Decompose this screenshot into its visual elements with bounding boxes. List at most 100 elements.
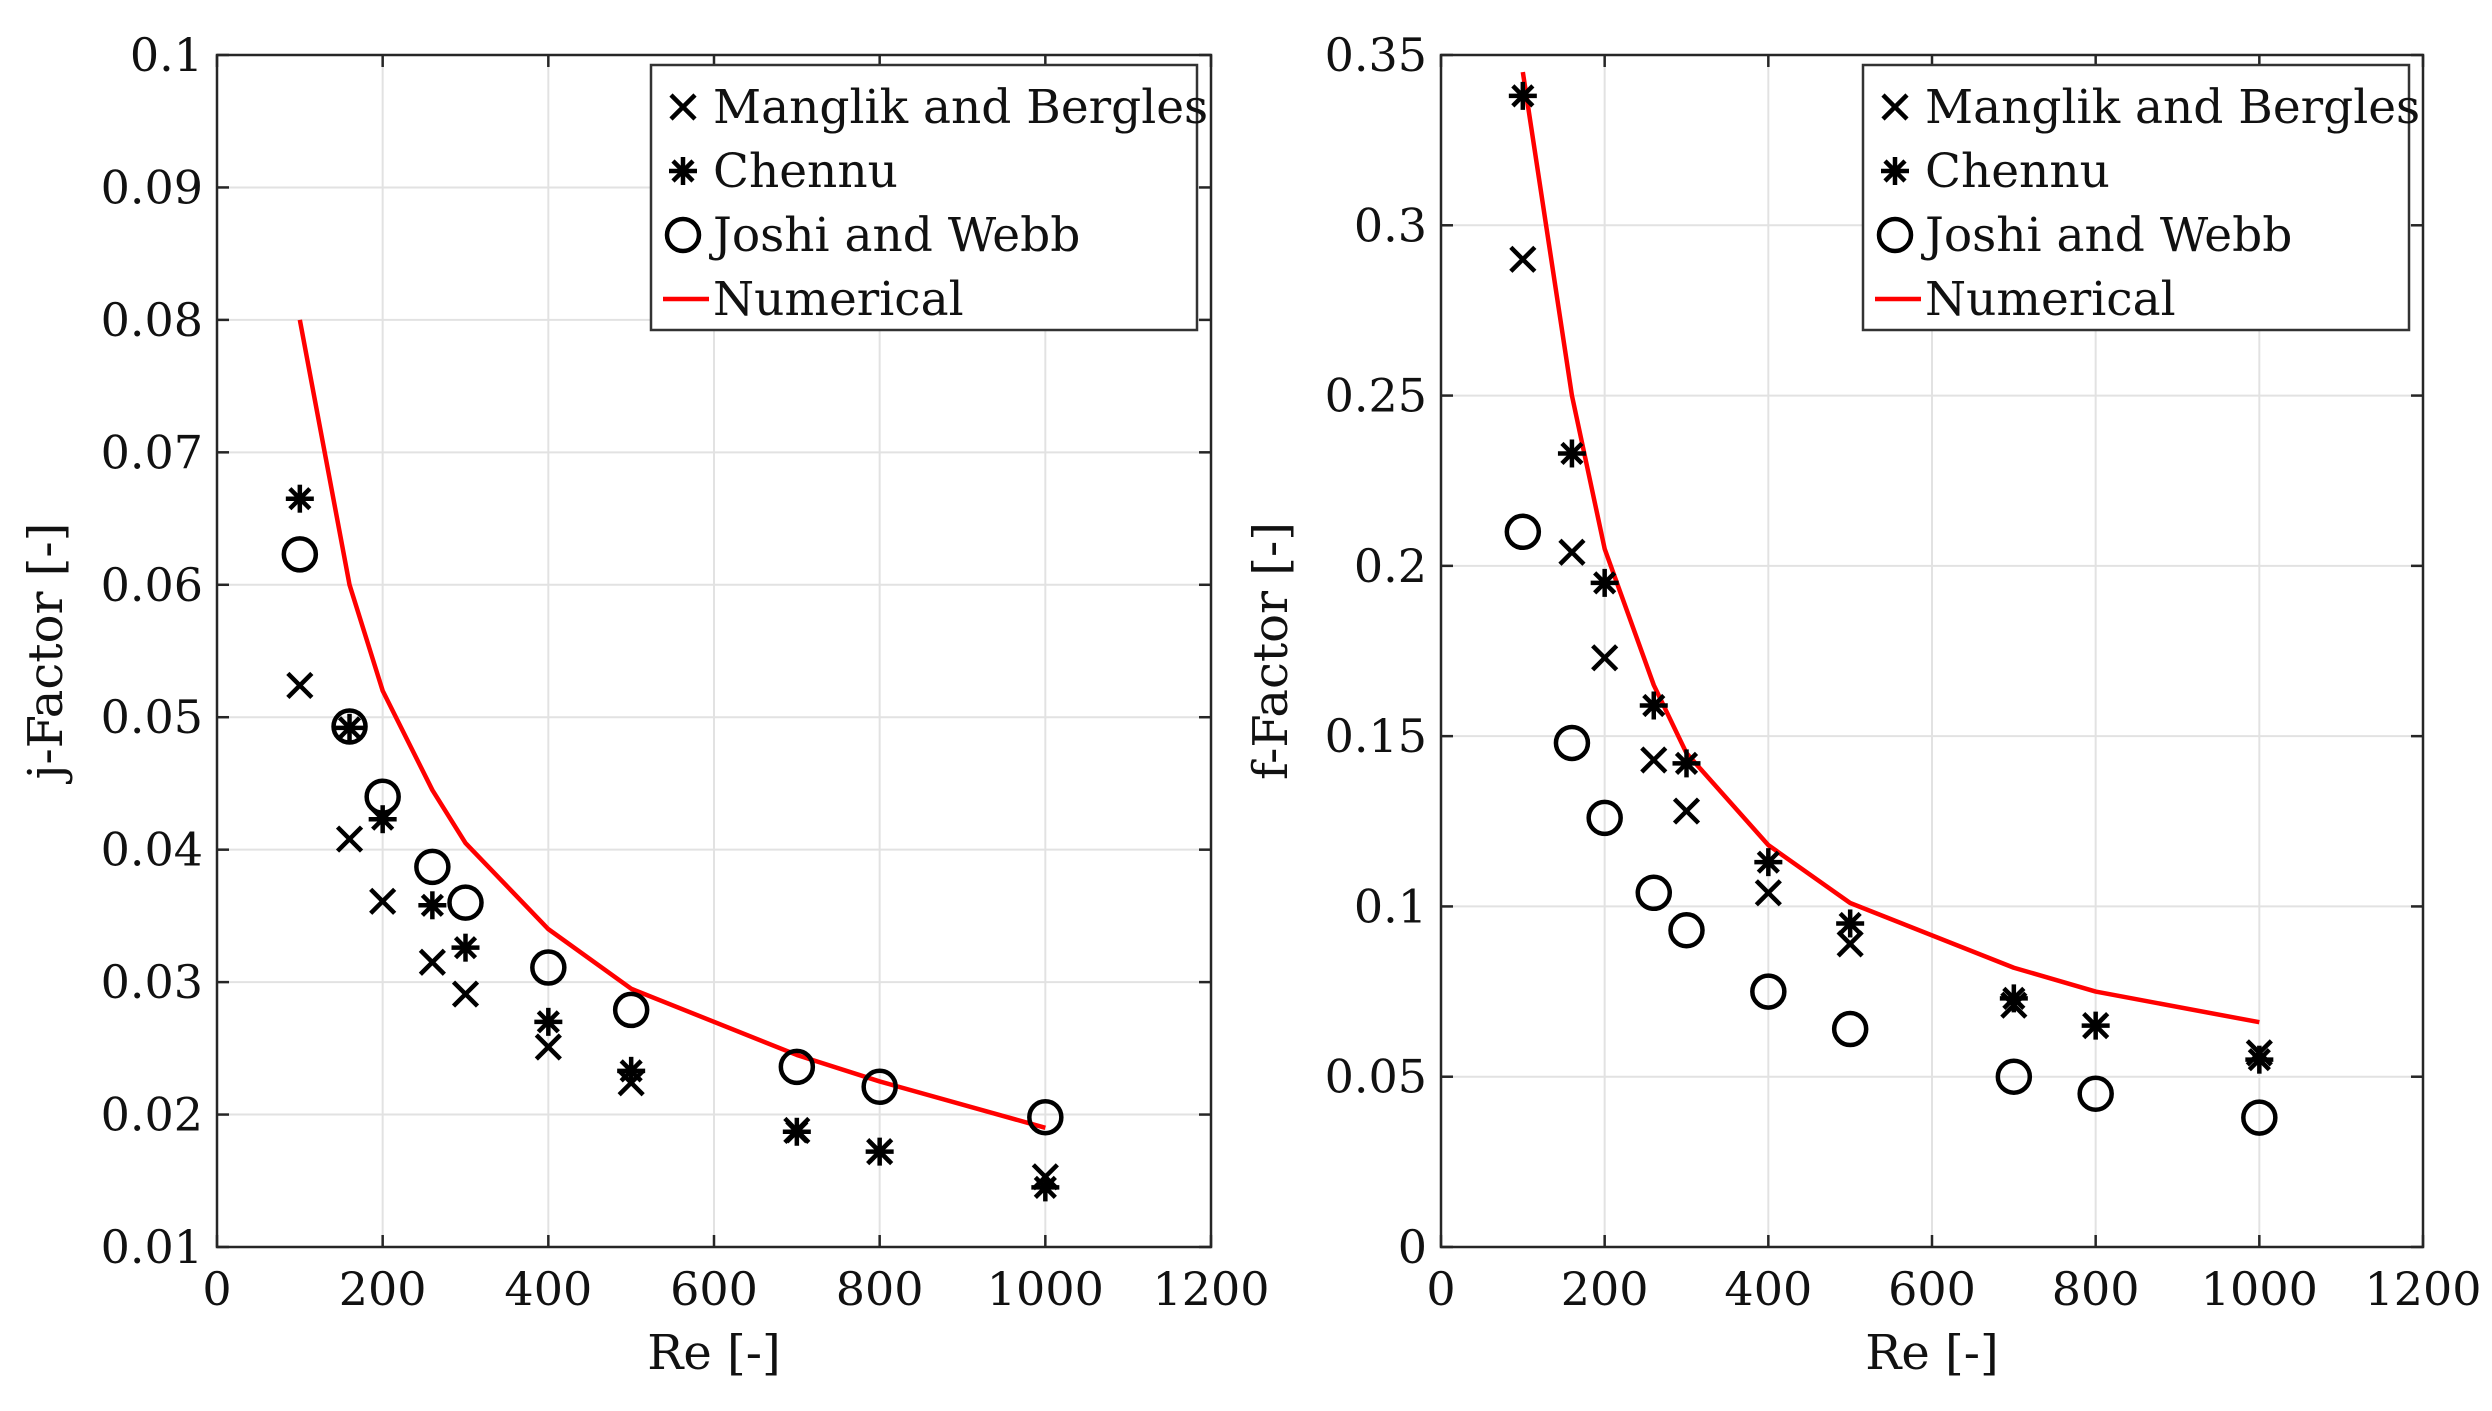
y-tick-label: 0.1 — [130, 28, 203, 82]
legend-circle-marker — [1876, 216, 1914, 254]
circle-marker — [281, 536, 319, 573]
numerical-series-line — [1520, 71, 2260, 1025]
legend-circle-marker — [664, 216, 702, 254]
legend-box — [1861, 63, 2411, 332]
circle-marker — [364, 778, 401, 815]
y-tick-label: 0.05 — [101, 690, 203, 744]
y-tick-label: 0.35 — [1325, 28, 1427, 82]
asterisk-marker — [1590, 568, 1619, 597]
legend-label: Chennu — [713, 144, 898, 199]
cross-marker — [1558, 538, 1586, 566]
circle-marker — [1995, 1058, 2033, 1095]
y-tick-label: 0.1 — [1354, 879, 1427, 933]
cross-marker — [1836, 930, 1864, 958]
asterisk-marker — [1836, 909, 1865, 938]
circle-marker — [1831, 1010, 1869, 1048]
asterisk-marker — [1672, 749, 1701, 778]
circle-marker — [1750, 973, 1787, 1010]
legend-box — [649, 63, 1199, 332]
legend-cross-marker — [669, 93, 697, 121]
asterisk-marker — [617, 1056, 646, 1085]
cross-marker — [1672, 797, 1701, 825]
circle-marker — [612, 991, 650, 1029]
axes-frame — [1439, 53, 2425, 1249]
asterisk-marker — [451, 933, 480, 962]
cross-marker — [1509, 245, 1537, 273]
asterisk-marker — [1508, 81, 1537, 110]
y-tick-label: 0.09 — [101, 160, 203, 214]
x-tick-label: 400 — [504, 1262, 592, 1316]
circle-marker — [414, 848, 451, 886]
x-tick-label: 200 — [339, 1262, 427, 1316]
axes-frame — [215, 53, 1213, 1249]
y-tick-label: 0.05 — [1325, 1050, 1427, 1104]
legend-cross-marker — [1881, 93, 1909, 121]
circle-marker — [861, 1068, 898, 1105]
y-tick-label: 0.02 — [101, 1088, 203, 1142]
y-tick-label: 0 — [1398, 1220, 1427, 1274]
y-tick-label: 0.04 — [101, 823, 203, 877]
y-tick-label: 0.25 — [1325, 369, 1427, 423]
y-tick-label: 0.06 — [101, 558, 203, 612]
cross-marker — [1754, 879, 1782, 907]
asterisk-marker — [2245, 1045, 2274, 1074]
x-tick-label: 800 — [2052, 1262, 2140, 1316]
x-tick-label: 1000 — [987, 1262, 1104, 1316]
asterisk-marker — [534, 1007, 563, 1036]
legend-label: Chennu — [1925, 144, 2110, 199]
cross-marker — [286, 671, 314, 700]
legend: Manglik and Bergles Chennu Joshi and Webb N… — [1861, 63, 2420, 332]
circle-marker — [1027, 1098, 1064, 1136]
cross-marker — [1640, 746, 1668, 774]
x-tick-label: 800 — [836, 1262, 924, 1316]
circle-marker — [1668, 912, 1705, 949]
legend-asterisk-marker — [1881, 157, 1909, 185]
asterisk-marker — [782, 1117, 811, 1146]
asterisk-marker — [285, 484, 314, 513]
y-tick-label: 0.03 — [101, 955, 203, 1009]
cross-marker — [1591, 644, 1619, 672]
legend-label: Manglik and Bergles — [1925, 80, 2420, 135]
circle-marker — [331, 708, 368, 745]
asterisk-marker — [1999, 984, 2028, 1013]
asterisk-marker — [418, 891, 447, 920]
cross-marker — [418, 948, 446, 976]
x-tick-label: 0 — [202, 1262, 231, 1316]
y-tick-label: 0.3 — [1354, 198, 1427, 252]
legend-label: Numerical — [1925, 272, 2176, 327]
cross-marker — [451, 980, 480, 1008]
y-axis-label: j-Factor [-] — [18, 523, 74, 785]
asterisk-marker — [1754, 848, 1783, 877]
cross-marker — [534, 1033, 562, 1061]
legend-label: Joshi and Webb — [709, 208, 1080, 263]
x-tick-label: 600 — [1888, 1262, 1976, 1316]
y-tick-label: 0.2 — [1354, 539, 1427, 593]
legend-label: Joshi and Webb — [1921, 208, 2292, 263]
circle-marker — [530, 949, 567, 986]
f-factor-chart: 0 200 400 600 800 1000 1200 0 0.05 0.1 0.15 0.2 0.25… — [1243, 28, 2482, 1381]
x-tick-label: 1000 — [2201, 1262, 2318, 1316]
legend-label: Numerical — [713, 272, 964, 327]
legend: Manglik and Bergles Chennu Joshi and Webb N… — [649, 63, 1208, 332]
asterisk-marker — [1639, 691, 1668, 720]
x-tick-label: 400 — [1724, 1262, 1812, 1316]
legend-asterisk-marker — [669, 157, 697, 185]
x-tick-label: 600 — [670, 1262, 758, 1316]
cross-marker — [335, 825, 364, 853]
circle-marker — [447, 884, 484, 921]
circle-marker — [2241, 1099, 2278, 1136]
circle-marker — [778, 1048, 816, 1086]
x-tick-label: 0 — [1426, 1262, 1455, 1316]
circle-marker — [1504, 513, 1542, 551]
j-factor-chart: 0 200 400 600 800 1000 1200 0.01 0.02 0.03 0.04 0.0… — [18, 28, 1270, 1381]
asterisk-marker — [865, 1137, 894, 1166]
y-tick-label: 0.08 — [101, 293, 203, 347]
y-axis-label: f-Factor [-] — [1243, 522, 1299, 780]
y-tick-label: 0.15 — [1325, 709, 1427, 763]
circle-marker — [1586, 799, 1623, 837]
y-tick-label: 0.01 — [101, 1220, 203, 1274]
x-axis-label: Re [-] — [1865, 1325, 1998, 1381]
y-tick-label: 0.07 — [101, 425, 203, 479]
asterisk-marker — [1031, 1173, 1060, 1202]
